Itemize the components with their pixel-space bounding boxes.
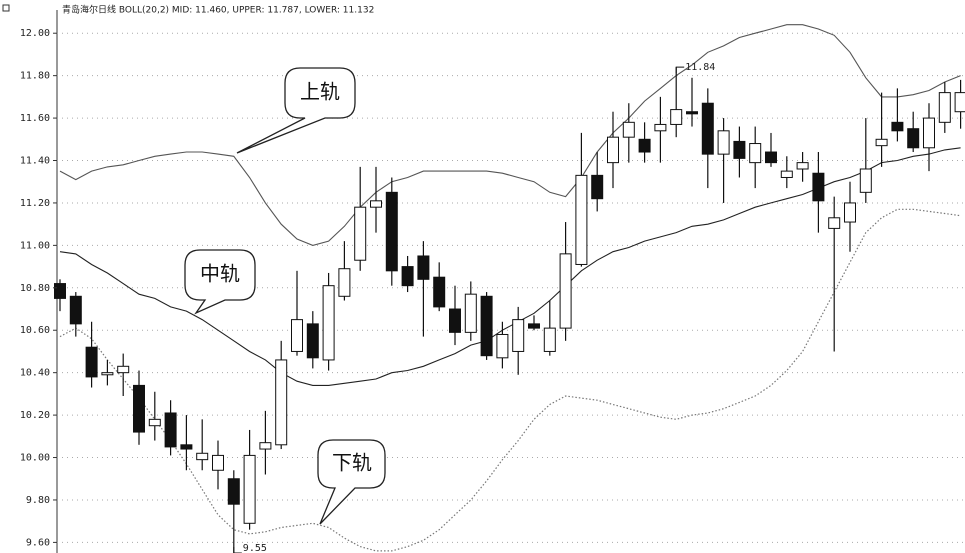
callout-middle <box>184 249 256 315</box>
max-marker <box>675 66 685 74</box>
band-line <box>59 208 961 552</box>
max-label: 11.84 <box>685 62 715 73</box>
min-marker <box>233 547 242 553</box>
candle-body <box>733 140 746 159</box>
candle-body <box>417 255 430 280</box>
candle-body <box>433 276 446 308</box>
y-tick-label: 10.60 <box>20 325 50 336</box>
y-tick-label: 9.60 <box>26 537 50 548</box>
candle-body <box>85 346 98 378</box>
candle-body <box>322 285 335 361</box>
y-tick-label: 12.00 <box>20 28 50 39</box>
callout-lower <box>317 439 386 525</box>
candle-body <box>259 442 272 450</box>
candle-body <box>338 268 351 297</box>
candle-body <box>559 253 572 329</box>
candle-body <box>670 109 683 125</box>
candle-body <box>164 412 177 448</box>
y-tick-label: 11.20 <box>20 198 50 209</box>
y-tick-label: 10.40 <box>20 368 50 379</box>
candle-body <box>844 202 856 223</box>
candle-body <box>875 138 888 147</box>
candle-body <box>69 295 82 325</box>
candle-body <box>528 323 540 329</box>
candle-body <box>622 121 635 138</box>
y-tick-label: 10.00 <box>20 453 50 464</box>
callout-lower-label: 下轨 <box>332 451 372 475</box>
candle-body <box>717 130 730 155</box>
candle-body <box>180 444 193 450</box>
candle-body <box>938 92 951 123</box>
candle-body <box>828 217 841 229</box>
callout-upper <box>236 67 356 154</box>
candle-body <box>449 308 461 333</box>
candle-body <box>954 92 965 113</box>
candle-body <box>243 454 256 524</box>
candle-body <box>480 295 493 357</box>
candle-body <box>306 323 319 359</box>
candle-body <box>54 283 66 299</box>
candle-body <box>638 138 651 153</box>
y-tick-label: 10.20 <box>20 410 50 421</box>
candle-body <box>591 174 604 200</box>
candle-body <box>891 121 904 132</box>
y-tick-label: 9.80 <box>26 495 50 506</box>
candle-body <box>148 418 161 427</box>
candle-body <box>133 384 145 433</box>
candle-body <box>859 168 872 193</box>
candle-body <box>464 293 477 333</box>
y-tick-label: 11.80 <box>20 71 50 82</box>
min-label: 9.55 <box>243 543 267 553</box>
candle-body <box>401 266 414 287</box>
candle-body <box>780 170 793 178</box>
candle-body <box>654 123 667 132</box>
candle-body <box>227 478 240 505</box>
y-tick-label: 11.40 <box>20 156 50 167</box>
candle-body <box>701 102 714 155</box>
candle-body <box>354 206 367 261</box>
candle-body <box>923 117 935 149</box>
candle-body <box>196 452 209 461</box>
candle-body <box>385 191 398 272</box>
y-tick-label: 11.60 <box>20 113 50 124</box>
band-line <box>59 147 961 386</box>
candle-body <box>686 111 698 115</box>
candle-body <box>765 151 777 164</box>
candle-body <box>496 333 509 359</box>
candle-body <box>812 172 825 202</box>
candle-body <box>117 365 130 374</box>
y-tick-label: 10.80 <box>20 283 50 294</box>
candle-body <box>796 162 809 170</box>
band-line <box>59 24 961 246</box>
corner-icon <box>2 4 10 12</box>
candle-body <box>291 319 303 352</box>
callout-middle-label: 中轨 <box>200 262 240 286</box>
candle-body <box>512 319 525 352</box>
candle-body <box>543 327 556 352</box>
candle-body <box>575 174 588 265</box>
candle-body <box>749 143 762 164</box>
candle-body <box>275 359 288 446</box>
candle-body <box>907 128 920 149</box>
candle-body <box>370 200 382 208</box>
y-tick-label: 11.00 <box>20 240 50 251</box>
candle-body <box>607 136 619 164</box>
candle-body <box>101 372 114 376</box>
chart-title: 青岛海尔日线 BOLL(20,2) MID: 11.460, UPPER: 11… <box>62 4 374 16</box>
callout-upper-label: 上轨 <box>300 80 340 104</box>
candle-body <box>212 454 224 471</box>
